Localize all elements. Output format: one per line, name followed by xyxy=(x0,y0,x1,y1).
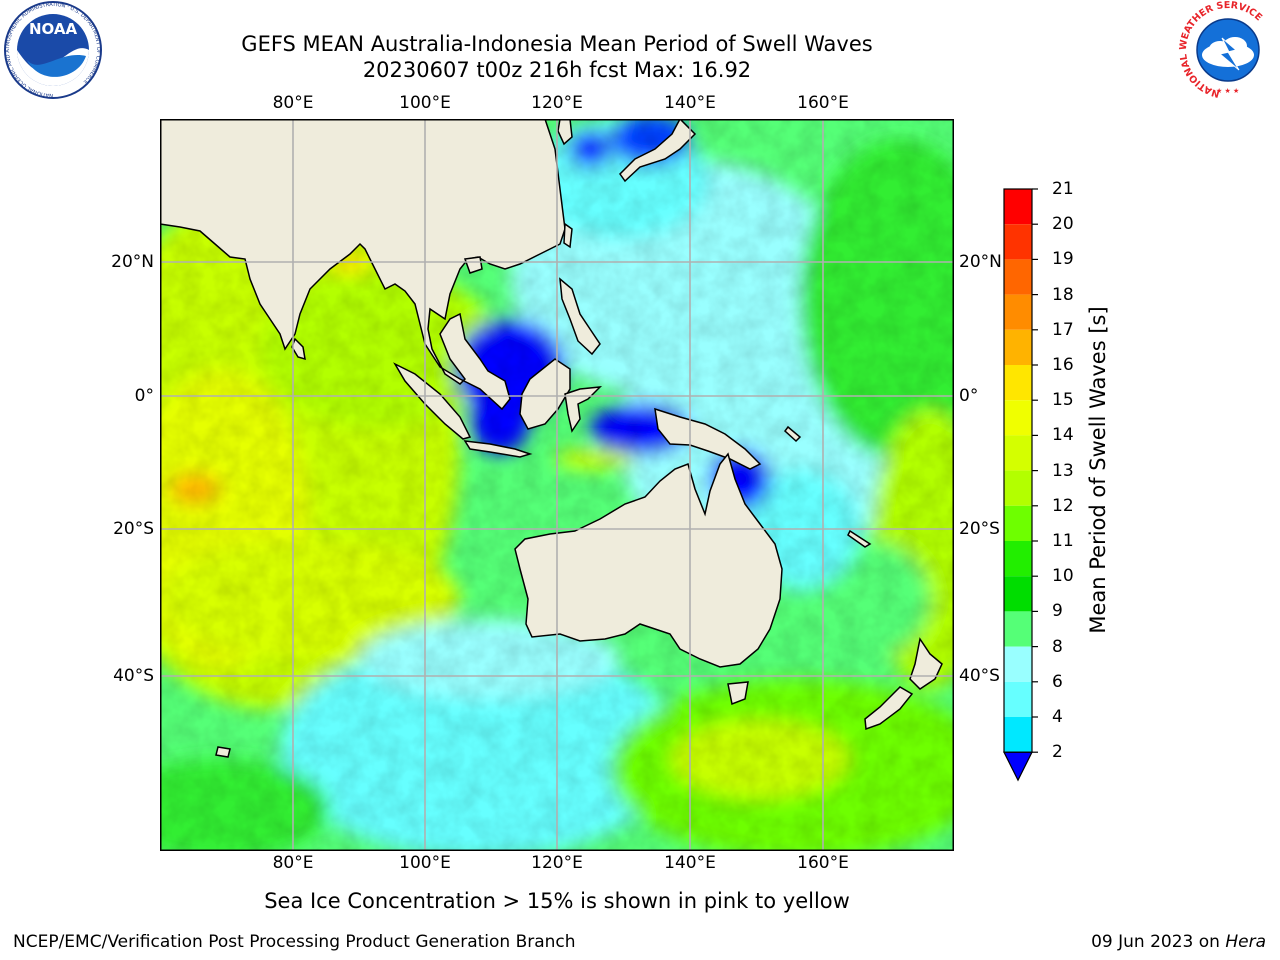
colorbar-tick-label: 9 xyxy=(1052,601,1063,622)
lon-label-top-160e: 160°E xyxy=(797,93,849,113)
colorbar-tick-label: 11 xyxy=(1052,531,1074,551)
lon-label-top-100e: 100°E xyxy=(399,93,451,113)
lat-label-right-40s: 40°S xyxy=(959,666,1000,686)
chart-title: GEFS MEAN Australia-Indonesia Mean Perio… xyxy=(241,32,873,56)
colorbar-tick-label: 14 xyxy=(1052,425,1074,446)
colorbar-segment xyxy=(1004,435,1032,471)
lat-label-right-20n: 20°N xyxy=(959,252,1002,272)
colorbar-tick-label: 19 xyxy=(1052,249,1074,270)
lon-label-bottom-80e: 80°E xyxy=(272,853,314,873)
colorbar-tick-label: 2 xyxy=(1052,742,1063,763)
lat-label-right-20s: 20°S xyxy=(959,519,1000,539)
colorbar-segment xyxy=(1004,505,1032,541)
colorbar-tick-label: 8 xyxy=(1052,636,1063,657)
java xyxy=(463,440,533,458)
lon-label-bottom-100e: 100°E xyxy=(399,853,451,873)
solomon-islands xyxy=(783,425,802,443)
map-frame xyxy=(160,119,954,851)
colorbar-extend-triangle xyxy=(1003,751,1033,782)
new-guinea xyxy=(654,407,762,470)
philippines xyxy=(559,277,601,356)
colorbar xyxy=(1003,188,1038,782)
sumatra xyxy=(393,362,472,440)
colorbar-segment xyxy=(1004,259,1032,295)
colorbar-tick-label: 21 xyxy=(1052,179,1074,199)
colorbar-segment xyxy=(1004,470,1032,506)
landmasses xyxy=(160,119,943,758)
colorbar-tick-label: 17 xyxy=(1052,319,1074,340)
footer-host: Hera xyxy=(1225,932,1266,952)
colorbar-segment xyxy=(1004,329,1032,365)
nws-logo: NATIONAL WEATHER SERVICE ★ ★ ★ xyxy=(1178,0,1276,99)
noaa-logo: NOAA NATIONAL OCEANIC AND ATMOSPHERIC AD… xyxy=(4,1,102,99)
chart-subtitle: 20230607 t00z 216h fcst Max: 16.92 xyxy=(362,58,752,82)
colorbar-segment xyxy=(1004,541,1032,577)
graticule xyxy=(160,119,954,851)
colorbar-segment xyxy=(1004,717,1032,753)
lat-label-right-0: 0° xyxy=(959,386,979,406)
colorbar-segment xyxy=(1004,400,1032,436)
colorbar-segment xyxy=(1004,365,1032,401)
colorbar-tick-label: 12 xyxy=(1052,495,1074,516)
lon-label-top-140e: 140°E xyxy=(664,93,716,113)
lon-label-bottom-120e: 120°E xyxy=(531,853,583,873)
colorbar-segment xyxy=(1004,646,1032,682)
colorbar-segment xyxy=(1004,224,1032,260)
colorbar-tick-label: 16 xyxy=(1052,355,1074,375)
lat-label-left-40s: 40°S xyxy=(113,666,154,686)
asia-land xyxy=(160,119,566,411)
swell-period-map xyxy=(160,119,954,851)
colorbar-segment xyxy=(1004,611,1032,647)
lon-label-bottom-160e: 160°E xyxy=(797,853,849,873)
sulawesi xyxy=(564,386,603,433)
new-zealand-south xyxy=(864,686,914,731)
colorbar-tick-label: 18 xyxy=(1052,284,1074,305)
colorbar-segment xyxy=(1004,294,1032,330)
lat-label-left-20n: 20°N xyxy=(111,252,154,272)
colorbar-segment xyxy=(1004,189,1032,225)
lon-label-bottom-140e: 140°E xyxy=(664,853,716,873)
kerguelen xyxy=(215,746,231,758)
colorbar-segment xyxy=(1004,576,1032,612)
colorbar-segment xyxy=(1004,681,1032,717)
lon-label-top-120e: 120°E xyxy=(531,93,583,113)
footer-date-text: 09 Jun 2023 on xyxy=(1091,932,1226,952)
tasmania xyxy=(727,681,749,706)
colorbar-tick-label: 6 xyxy=(1052,671,1063,692)
noaa-logo-text: NOAA xyxy=(29,20,78,38)
colorbar-tick-label: 20 xyxy=(1052,214,1074,235)
svg-text:★ ★ ★: ★ ★ ★ xyxy=(1216,87,1239,95)
colorbar-title: Mean Period of Swell Waves [s] xyxy=(1086,306,1110,634)
sea-ice-note: Sea Ice Concentration > 15% is shown in … xyxy=(264,889,850,913)
japan xyxy=(619,119,697,183)
new-caledonia xyxy=(847,529,872,548)
korea xyxy=(557,119,573,146)
hainan xyxy=(463,256,483,274)
colorbar-tick-label: 10 xyxy=(1052,566,1074,587)
footer-credit: NCEP/EMC/Verification Post Processing Pr… xyxy=(13,932,576,952)
colorbar-tick-label: 4 xyxy=(1052,707,1063,727)
footer-date: 09 Jun 2023 on Hera xyxy=(1091,932,1266,952)
lon-label-top-80e: 80°E xyxy=(272,93,314,113)
lat-label-left-0: 0° xyxy=(134,386,154,406)
colorbar-tick-label: 15 xyxy=(1052,390,1074,411)
taiwan xyxy=(563,222,573,249)
lat-label-left-20s: 20°S xyxy=(113,519,154,539)
colorbar-tick-label: 13 xyxy=(1052,460,1074,481)
